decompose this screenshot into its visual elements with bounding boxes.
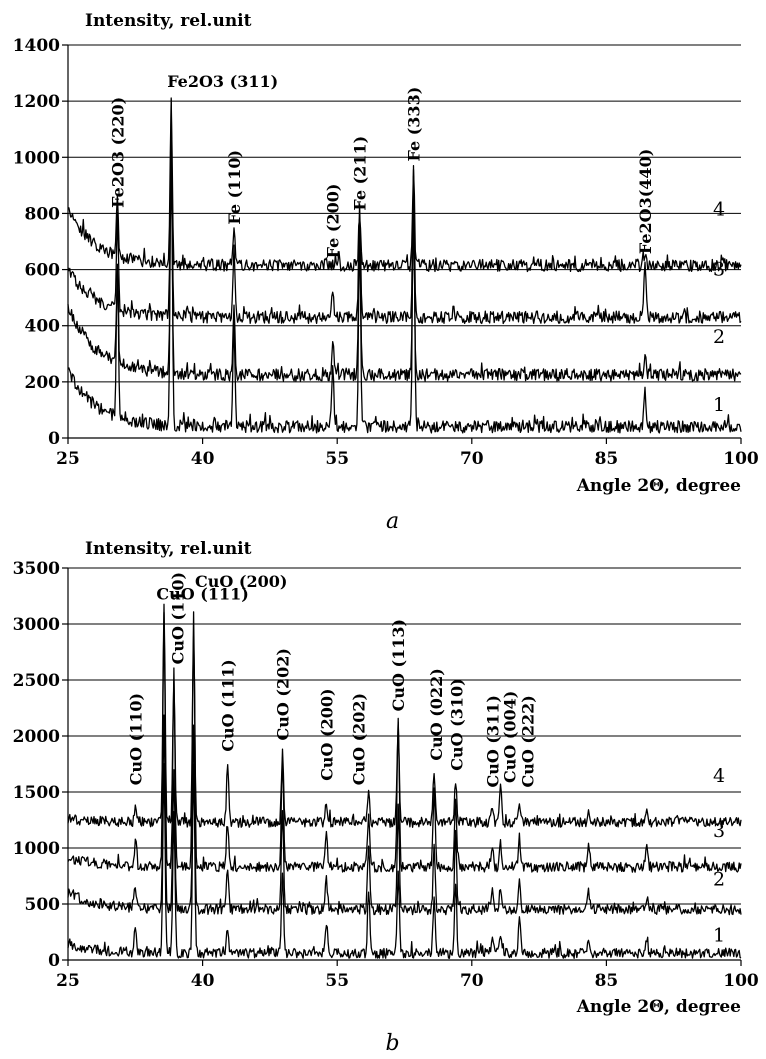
peak-label: CuO (202): [273, 648, 292, 740]
series-line-3: [67, 123, 742, 325]
x-tick-label: 55: [325, 449, 349, 469]
x-axis-label: Angle 2Θ, degree: [576, 997, 741, 1017]
y-tick-label: 500: [25, 895, 61, 915]
y-tick-label: 400: [25, 317, 61, 337]
chart-title: Intensity, rel.unit: [85, 11, 252, 31]
y-tick-label: 600: [25, 261, 61, 281]
x-tick-label: 70: [460, 971, 484, 991]
series-label: 1: [713, 394, 725, 416]
y-tick-label: 1400: [13, 36, 60, 56]
y-tick-label: 1200: [13, 92, 60, 112]
series-label: 2: [713, 326, 725, 348]
series-label: 4: [713, 765, 725, 787]
panel-label: b: [385, 1031, 399, 1056]
series-line-2: [67, 164, 742, 382]
peak-label: CuO (311): [483, 695, 502, 787]
peak-label: Fe (211): [351, 136, 370, 211]
x-tick-label: 55: [325, 971, 349, 991]
peak-label: CuO (200): [195, 572, 287, 591]
peak-label: CuO (310): [448, 678, 467, 770]
y-tick-label: 1000: [13, 839, 60, 859]
series-label: 4: [713, 198, 725, 220]
peak-label: CuO (022): [427, 668, 446, 760]
series-line-2: [67, 714, 742, 916]
y-tick-label: 2500: [13, 671, 60, 691]
peak-label: CuO (202): [350, 693, 369, 785]
x-tick-label: 100: [723, 971, 759, 991]
series-label: 1: [713, 924, 725, 946]
peak-label: CuO (110): [168, 572, 187, 664]
x-tick-label: 100: [723, 449, 759, 469]
peak-label: Fe2O3(440): [636, 149, 655, 254]
peak-label: Fe2O3 (311): [167, 72, 278, 91]
peak-label: Fe (200): [324, 184, 343, 259]
y-tick-label: 1500: [13, 783, 60, 803]
panel-label: a: [386, 509, 399, 534]
series-line-4: [67, 603, 742, 828]
peak-label: CuO (111): [219, 659, 238, 751]
y-tick-label: 800: [25, 204, 61, 224]
peak-label: Fe2O3 (220): [108, 97, 127, 208]
chart-title: Intensity, rel.unit: [85, 539, 252, 559]
x-tick-label: 85: [595, 449, 619, 469]
peak-label: Fe (333): [404, 87, 423, 162]
x-tick-label: 25: [56, 971, 80, 991]
series-label: 2: [713, 869, 725, 891]
x-tick-label: 40: [191, 971, 215, 991]
x-tick-label: 25: [56, 449, 80, 469]
x-axis-label: Angle 2Θ, degree: [576, 476, 741, 496]
peak-label: Fe (110): [225, 150, 244, 225]
y-tick-label: 0: [48, 951, 60, 971]
series-line-1: [67, 97, 742, 434]
y-tick-label: 200: [25, 373, 61, 393]
peak-label: CuO (113): [389, 619, 408, 711]
series-line-4: [67, 99, 742, 273]
peak-label: CuO (110): [126, 693, 145, 785]
series-line-3: [67, 611, 742, 873]
y-tick-label: 1000: [13, 148, 60, 168]
y-tick-label: 2000: [13, 727, 60, 747]
peak-label: CuO (200): [317, 688, 336, 780]
x-tick-label: 85: [595, 971, 619, 991]
y-tick-label: 3500: [13, 559, 60, 579]
peak-label: CuO (222): [518, 695, 537, 787]
x-tick-label: 70: [460, 449, 484, 469]
peak-label: CuO (004): [500, 691, 519, 783]
series-line-1: [67, 763, 742, 959]
peak-label: CuO (111): [156, 584, 248, 603]
y-tick-label: 3000: [13, 615, 60, 635]
y-tick-label: 0: [48, 429, 60, 449]
x-tick-label: 40: [191, 449, 215, 469]
